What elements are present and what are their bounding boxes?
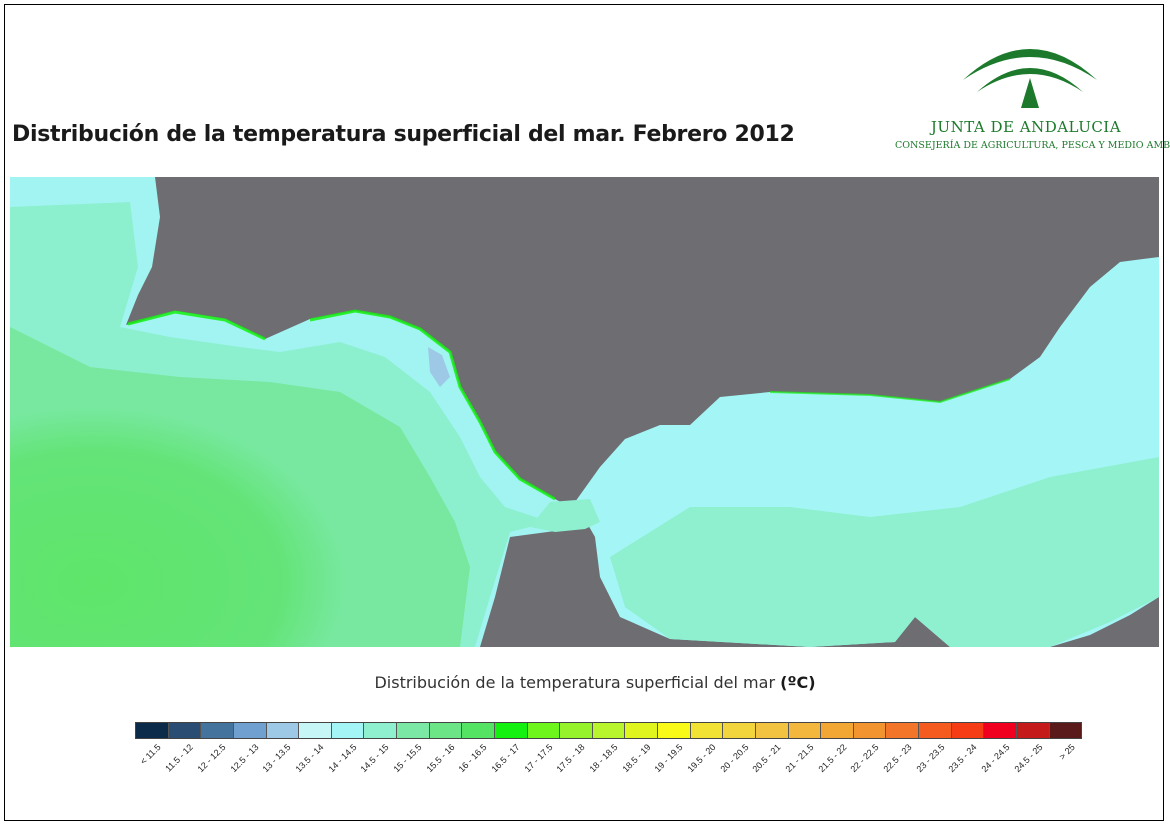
legend-swatch [690, 723, 724, 738]
legend-label: 13 - 13.5 [260, 742, 294, 775]
legend-title-text: Distribución de la temperatura superfici… [374, 673, 776, 692]
logo-emblem-icon [963, 49, 1097, 108]
legend-labels: < 11.5 11.5 - 12 12 - 12.5 12.5 - 13 13 - 13… [135, 742, 1082, 802]
legend-label: 22 - 22.5 [848, 742, 881, 775]
legend-label: 17 - 17.5 [522, 742, 555, 775]
legend-label: 12 - 12.5 [195, 742, 228, 775]
legend-label: 23 - 23.5 [913, 742, 947, 775]
legend-label: 21 - 21.5 [783, 742, 816, 775]
legend-swatch [919, 723, 952, 738]
sea-temperature-map [10, 177, 1159, 647]
legend-swatch [168, 723, 202, 738]
legend-swatch [429, 723, 463, 738]
legend-swatch [658, 723, 691, 738]
legend-label: 22.5 - 23 [881, 742, 914, 775]
legend-label: > 25 [1057, 742, 1077, 762]
legend-label: 19 - 19.5 [652, 742, 685, 775]
legend-label: 12.5 - 13 [228, 742, 261, 775]
legend-swatch [364, 723, 397, 738]
legend-swatch [494, 723, 528, 738]
legend-swatch [560, 723, 593, 738]
legend-swatch [984, 723, 1017, 738]
legend-swatch [853, 723, 887, 738]
logo-subtitle: CONSEJERÍA DE AGRICULTURA, PESCA Y MEDIO… [895, 140, 1170, 151]
legend-label: 20 - 20.5 [718, 742, 751, 775]
legend-swatch [462, 723, 495, 738]
legend-label: 15.5 - 16 [424, 742, 457, 775]
legend-label: 20.5 - 21 [750, 742, 783, 775]
legend-swatch [527, 723, 561, 738]
north-coast-fringe [769, 378, 1011, 404]
legend-color-bar [135, 722, 1082, 739]
legend-label: 16.5 - 17 [489, 742, 522, 775]
legend-label: 13.5 - 14 [293, 742, 326, 775]
legend-label: 19.5 - 20 [685, 742, 718, 775]
legend-label: 23.5 - 24 [946, 742, 979, 775]
legend-swatch [886, 723, 919, 738]
legend-label: 15 - 15.5 [391, 742, 424, 775]
alboran-transition [610, 457, 1159, 647]
legend-swatch [299, 723, 332, 738]
legend-swatch [788, 723, 822, 738]
legend-swatch [397, 723, 430, 738]
legend-swatch [136, 723, 169, 738]
legend-label: 14 - 14.5 [326, 742, 359, 775]
estuary-cold-patch [428, 347, 450, 387]
legend-swatch [821, 723, 854, 738]
legend-swatch [625, 723, 658, 738]
legend-swatch [1016, 723, 1050, 738]
legend-label: 11.5 - 12 [163, 742, 196, 774]
legend-label: < 11.5 [137, 742, 163, 767]
legend-label: 18 - 18.5 [587, 742, 620, 775]
legend-swatch [331, 723, 365, 738]
legend-unit: (ºC) [780, 673, 816, 692]
legend-swatch [755, 723, 789, 738]
legend-swatch [592, 723, 626, 738]
legend-title: Distribución de la temperatura superfici… [0, 673, 1170, 692]
legend-swatch [1049, 723, 1082, 738]
logo-name: JUNTA DE ANDALUCIA [930, 118, 1122, 136]
legend-swatch [201, 723, 234, 738]
strait-of-gibraltar [530, 499, 600, 532]
page-title: Distribución de la temperatura superfici… [12, 122, 795, 147]
legend-label: 17.5 - 18 [554, 742, 587, 775]
legend-label: 21.5 - 22 [815, 742, 849, 775]
legend-label: 14.5 - 15 [358, 742, 391, 775]
legend-swatch [233, 723, 267, 738]
legend-swatch [266, 723, 300, 738]
legend-label: 24.5 - 25 [1011, 742, 1045, 775]
legend-label: 18.5 - 19 [620, 742, 653, 775]
coastal-warm-fringe [127, 309, 556, 501]
legend-swatch [723, 723, 756, 738]
legend-label: 24 - 24.5 [979, 742, 1012, 775]
legend-label: 16 - 16.5 [456, 742, 489, 775]
legend-swatch [951, 723, 985, 738]
junta-de-andalucia-logo: JUNTA DE ANDALUCIA CONSEJERÍA DE AGRICUL… [895, 30, 1170, 160]
atlantic-warm-water [10, 327, 470, 647]
